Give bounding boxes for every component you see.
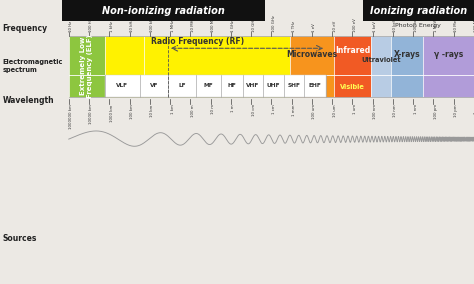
Text: LF: LF [178, 83, 186, 88]
Bar [290, 36, 334, 97]
Text: 10 m: 10 m [211, 104, 215, 114]
Text: VF: VF [150, 83, 158, 88]
Text: 100 keV: 100 keV [414, 16, 418, 32]
Text: Ionizing radiation: Ionizing radiation [370, 6, 467, 16]
Text: Ultraviolet: Ultraviolet [361, 57, 401, 63]
Text: 10 kHz: 10 kHz [130, 18, 134, 32]
Text: 1000000 km: 1000000 km [69, 104, 73, 129]
Text: 100 nm: 100 nm [373, 104, 377, 119]
Text: Microwaves: Microwaves [286, 50, 337, 59]
Text: VLF: VLF [116, 83, 128, 88]
Text: Extremely Low
Frequency (ELF): Extremely Low Frequency (ELF) [81, 34, 93, 98]
Text: 1 um: 1 um [353, 104, 357, 114]
Text: 100 km: 100 km [130, 104, 134, 119]
Bar [105, 75, 326, 97]
Text: 1 km: 1 km [171, 104, 174, 114]
Bar [62, 0, 265, 21]
Bar [391, 36, 423, 97]
Text: SHF: SHF [287, 83, 300, 88]
Text: 10000 km: 10000 km [90, 104, 93, 124]
Text: γ -rays: γ -rays [434, 50, 463, 59]
Text: Sources: Sources [2, 234, 37, 243]
Text: Radio Frequency (RF): Radio Frequency (RF) [151, 37, 244, 46]
Text: Electromagnetic
spectrum: Electromagnetic spectrum [2, 59, 63, 73]
Bar [371, 36, 391, 97]
Text: 10 MeV: 10 MeV [454, 17, 458, 32]
Text: 10 keV: 10 keV [393, 18, 397, 32]
Text: Non-ionizing radiation: Non-ionizing radiation [102, 6, 225, 16]
Bar [69, 36, 105, 97]
Text: 100 eV: 100 eV [353, 18, 357, 32]
Text: 100 MHz: 100 MHz [211, 14, 215, 32]
Text: Photon Energy: Photon Energy [395, 23, 441, 28]
Bar [423, 36, 474, 97]
Bar [144, 36, 290, 97]
Text: 10 eV: 10 eV [333, 20, 337, 32]
Text: 100 um: 100 um [312, 104, 316, 119]
Text: 1 THz: 1 THz [292, 20, 296, 32]
Text: Frequency: Frequency [2, 24, 47, 33]
Text: 10 MHz: 10 MHz [191, 17, 195, 32]
Text: 1 MeV: 1 MeV [434, 19, 438, 32]
Text: Infrared: Infrared [335, 46, 370, 55]
Bar [334, 36, 371, 97]
Text: MF: MF [204, 83, 213, 88]
Text: 10 pm: 10 pm [454, 104, 458, 117]
Text: 1 mm: 1 mm [292, 104, 296, 116]
Text: HF: HF [228, 83, 236, 88]
Text: 10 um: 10 um [333, 104, 337, 117]
Text: 100 kHz: 100 kHz [150, 16, 154, 32]
Text: 1 GHz: 1 GHz [231, 20, 235, 32]
Text: 10 Hz: 10 Hz [69, 20, 73, 32]
Text: 100 m: 100 m [191, 104, 195, 117]
Text: X-rays: X-rays [394, 50, 420, 59]
Text: 1 keV: 1 keV [373, 21, 377, 32]
Bar [105, 36, 144, 97]
Text: 100 Hz: 100 Hz [90, 18, 93, 32]
Text: 1000 km: 1000 km [109, 104, 114, 122]
Text: UHF: UHF [266, 83, 280, 88]
Text: 1 MHz: 1 MHz [171, 20, 174, 32]
Text: 1 cm: 1 cm [272, 104, 276, 114]
Text: 100 GHz: 100 GHz [272, 15, 276, 32]
Text: 10 km: 10 km [150, 104, 154, 117]
Text: VHF: VHF [246, 83, 260, 88]
Text: 10 GHz: 10 GHz [252, 17, 255, 32]
Text: 10 cm: 10 cm [252, 104, 255, 116]
Text: 1 m: 1 m [231, 104, 235, 112]
Bar [363, 0, 474, 21]
Text: Wavelength: Wavelength [2, 96, 54, 105]
Text: 1 kHz: 1 kHz [109, 21, 114, 32]
Text: EHF: EHF [309, 83, 321, 88]
Text: 1 nm: 1 nm [414, 104, 418, 114]
Text: 100 pm: 100 pm [434, 104, 438, 119]
Text: 1 eV: 1 eV [312, 23, 316, 32]
Text: 10 nm: 10 nm [393, 104, 397, 117]
Text: Visible: Visible [340, 83, 365, 90]
